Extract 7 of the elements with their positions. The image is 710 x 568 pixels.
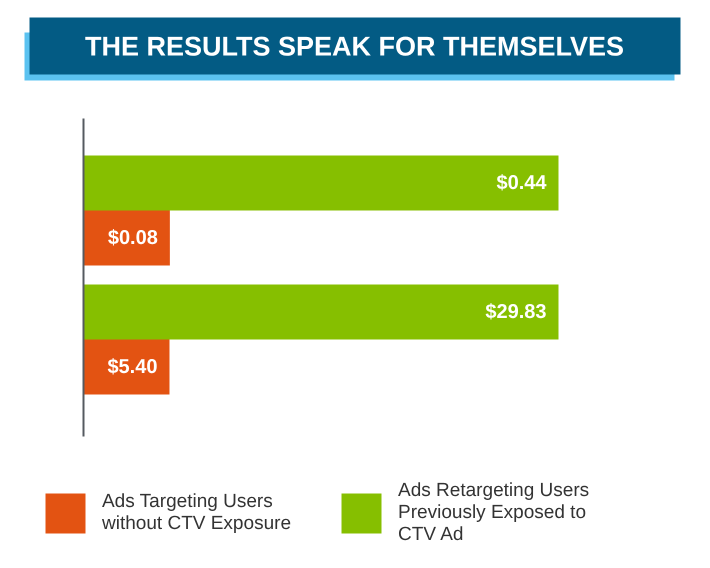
data-label: $0.44 — [496, 172, 548, 194]
legend-label: Ads Targeting Users without CTV Exposure — [102, 491, 292, 535]
data-label: $0.08 — [108, 227, 158, 249]
legend-label: Ads Retargeting Users Previously Exposed to CTV Ad — [398, 480, 590, 546]
data-label: $29.83 — [485, 301, 546, 323]
chart-title: THE RESULTS SPEAK FOR THEMSELVES — [84, 32, 624, 62]
data-label: $5.40 — [107, 356, 158, 378]
